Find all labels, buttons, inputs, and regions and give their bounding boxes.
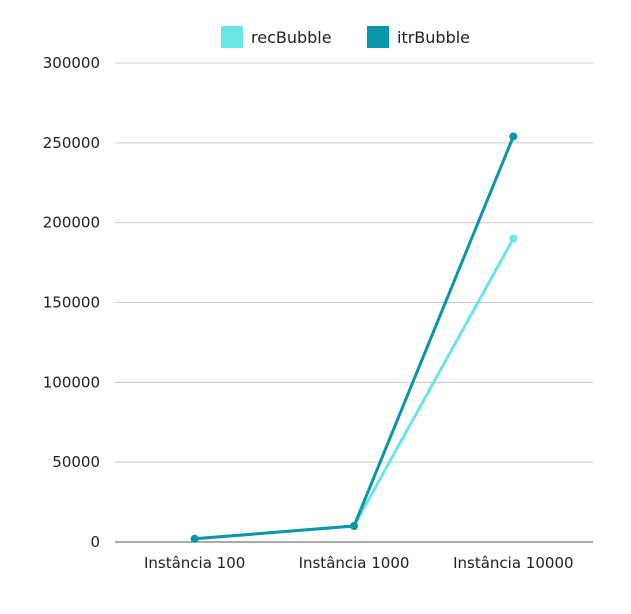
series-line-recBubble <box>193 237 515 541</box>
x-tick-label: Instância 1000 <box>299 554 410 572</box>
x-tick-label: Instância 10000 <box>453 554 573 572</box>
y-tick-label: 300000 <box>43 54 100 72</box>
y-tick-label: 200000 <box>43 214 100 232</box>
x-tick-label: Instância 100 <box>144 554 245 572</box>
data-point-itrBubble <box>350 522 358 531</box>
y-tick-label: 0 <box>90 533 100 551</box>
legend-label-recBubble: recBubble <box>251 28 332 47</box>
y-tick-label: 100000 <box>43 373 100 391</box>
data-point-itrBubble <box>190 534 199 543</box>
series-line-itrBubble <box>193 134 515 541</box>
legend-swatch-recBubble <box>221 26 243 48</box>
legend-swatch-itrBubble <box>367 26 389 48</box>
y-tick-label: 250000 <box>43 134 100 152</box>
y-tick-label: 50000 <box>52 453 100 471</box>
legend-label-itrBubble: itrBubble <box>397 28 470 47</box>
y-tick-label: 150000 <box>43 294 100 312</box>
data-point-recBubble <box>509 234 518 243</box>
data-point-itrBubble <box>509 132 518 141</box>
